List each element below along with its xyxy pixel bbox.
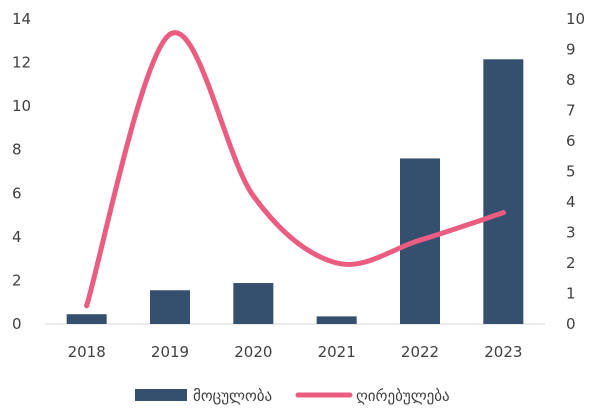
right-tick-label: 10 bbox=[566, 10, 585, 28]
right-tick-label: 1 bbox=[566, 285, 576, 303]
line-point-2021 bbox=[334, 260, 340, 266]
bar-2018 bbox=[66, 314, 107, 324]
legend-swatch-volume bbox=[135, 389, 187, 401]
x-tick-label: 2019 bbox=[151, 343, 189, 361]
bar-2020 bbox=[233, 283, 274, 324]
x-tick-label: 2018 bbox=[68, 343, 106, 361]
legend: მოცულობა ღირებულება bbox=[135, 387, 450, 405]
line-point-2022 bbox=[417, 237, 423, 243]
line-point-2023 bbox=[500, 210, 506, 216]
right-tick-label: 4 bbox=[566, 193, 576, 211]
left-tick-label: 4 bbox=[12, 228, 22, 246]
bar-2023 bbox=[483, 59, 524, 325]
x-tick-label: 2022 bbox=[401, 343, 439, 361]
bar-2019 bbox=[150, 290, 190, 324]
legend-label-volume: მოცულობა bbox=[193, 387, 272, 405]
right-tick-label: 5 bbox=[566, 163, 576, 181]
line-point-2019 bbox=[167, 31, 173, 37]
right-tick-label: 7 bbox=[566, 102, 576, 120]
left-tick-label: 2 bbox=[12, 271, 22, 289]
legend-label-value: ღირებულება bbox=[356, 387, 450, 405]
x-axis: 2018 2019 2020 2021 2022 2023 bbox=[68, 343, 523, 361]
right-tick-label: 8 bbox=[566, 71, 576, 89]
left-tick-label: 0 bbox=[12, 315, 22, 333]
right-axis: 0 1 2 3 4 5 6 7 8 9 10 bbox=[566, 10, 585, 333]
value-line bbox=[84, 30, 506, 309]
left-tick-label: 14 bbox=[12, 10, 31, 28]
x-tick-label: 2020 bbox=[234, 343, 272, 361]
left-tick-label: 10 bbox=[12, 97, 31, 115]
right-tick-label: 9 bbox=[566, 41, 576, 59]
line-point-2018 bbox=[84, 303, 90, 309]
line-point-2020 bbox=[250, 193, 256, 199]
right-tick-label: 3 bbox=[566, 224, 576, 242]
right-tick-label: 6 bbox=[566, 132, 576, 150]
left-tick-label: 12 bbox=[12, 54, 31, 72]
x-tick-label: 2023 bbox=[484, 343, 522, 361]
bar-2021 bbox=[316, 316, 357, 324]
x-tick-label: 2021 bbox=[318, 343, 356, 361]
volume-bars bbox=[66, 59, 524, 325]
value-line-group bbox=[84, 30, 506, 309]
left-tick-label: 6 bbox=[12, 184, 22, 202]
right-tick-label: 2 bbox=[566, 254, 576, 272]
left-axis: 0 2 4 6 8 10 12 14 bbox=[12, 10, 31, 333]
right-tick-label: 0 bbox=[566, 315, 576, 333]
left-tick-label: 8 bbox=[12, 141, 22, 159]
